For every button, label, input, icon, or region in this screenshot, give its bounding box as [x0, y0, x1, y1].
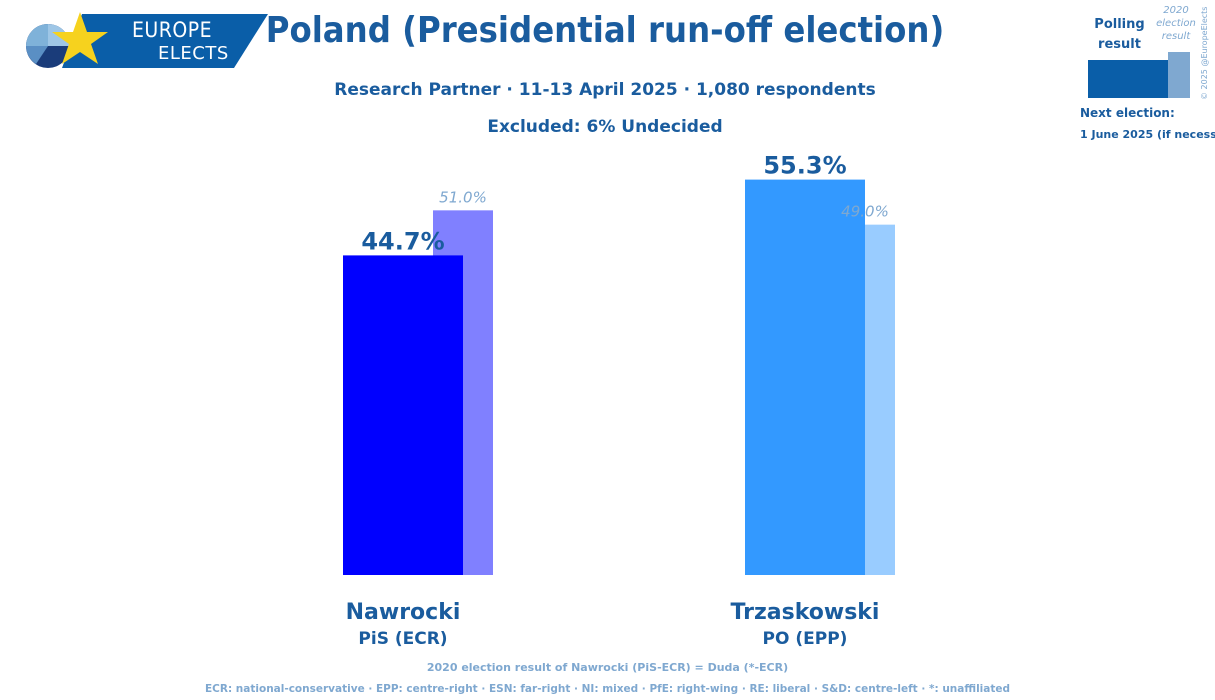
- candidate-party-trzaskowski: PO (EPP): [762, 629, 848, 649]
- candidate-party-nawrocki: PiS (ECR): [358, 629, 448, 649]
- legend-previous-label: 2020 election result: [1156, 5, 1196, 42]
- value-label-poll-nawrocki: 44.7%: [361, 227, 444, 255]
- legend: Polling result 2020 election result © 20…: [1070, 0, 1215, 150]
- legend-polling-label: Polling result: [1094, 17, 1145, 52]
- bar-chart: 44.7% 51.0% 55.3% 49.0%: [343, 152, 895, 576]
- value-label-2020-trzaskowski: 49.0%: [841, 203, 889, 221]
- europe-elects-logo: EUROPE ELECTS: [22, 12, 272, 70]
- copyright-text: © 2025 @EuropeElects: [1200, 6, 1209, 100]
- value-label-2020-nawrocki: 51.0%: [439, 188, 487, 206]
- next-election-date: 1 June 2025 (if necessary): [1080, 128, 1215, 141]
- logo-text-elects: ELECTS: [158, 43, 229, 64]
- poll-subtitle: Research Partner · 11-13 April 2025 · 1,…: [334, 80, 876, 100]
- excluded-note: Excluded: 6% Undecided: [487, 117, 723, 137]
- candidate-name-trzaskowski: Trzaskowski: [730, 600, 880, 625]
- bar-poll-nawrocki: [343, 255, 463, 575]
- value-label-poll-trzaskowski: 55.3%: [763, 152, 846, 180]
- logo-graphic: [26, 12, 268, 68]
- footer-note: 2020 election result of Nawrocki (PiS-EC…: [426, 661, 789, 674]
- next-election-label: Next election:: [1080, 106, 1175, 120]
- legend-polling-swatch: [1088, 60, 1168, 98]
- candidate-name-nawrocki: Nawrocki: [345, 600, 461, 625]
- legend-previous-swatch: [1168, 52, 1190, 98]
- logo-text-europe: EUROPE: [132, 18, 213, 42]
- page-title: Poland (Presidential run-off election): [265, 10, 945, 51]
- bar-poll-trzaskowski: [745, 179, 865, 576]
- footer-glossary: ECR: national-conservative · EPP: centre…: [204, 683, 1011, 695]
